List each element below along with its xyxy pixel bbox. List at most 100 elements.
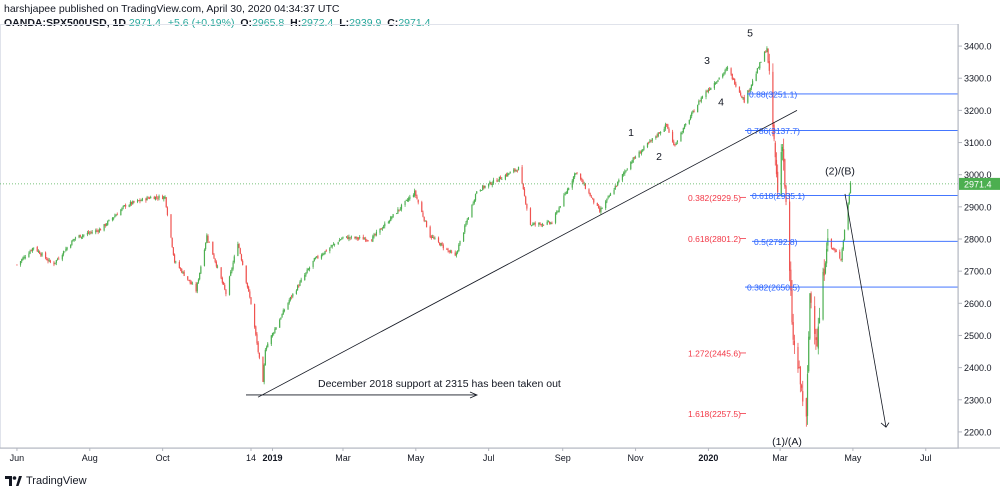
candle-body	[324, 250, 326, 254]
candle-body	[212, 241, 214, 255]
candle-body	[785, 186, 787, 202]
candle-body	[648, 142, 650, 144]
candle-body	[316, 256, 318, 258]
candle-body	[563, 195, 565, 207]
candle-body	[181, 269, 183, 273]
y-tick-label: 3000.0	[964, 170, 992, 180]
x-tick-label: Aug	[82, 453, 98, 463]
candle-body	[615, 185, 618, 187]
candle-body	[777, 171, 779, 193]
candle-body	[104, 223, 106, 226]
candle-body	[742, 97, 744, 99]
candle-body	[405, 199, 407, 201]
candle-body	[731, 73, 733, 80]
candle-body	[800, 385, 803, 388]
candle-body	[833, 248, 835, 250]
y-tick-label: 2300.0	[964, 395, 992, 405]
candle-body	[723, 72, 725, 75]
candle-body	[675, 142, 677, 145]
fib-level-label: 0.382(2650.5)	[747, 283, 800, 293]
candle-body	[329, 247, 331, 252]
candle-body	[96, 230, 98, 232]
wave-label: (1)/(A)	[772, 436, 802, 448]
candle-body	[749, 88, 751, 92]
candle-body	[354, 236, 356, 239]
candle-body	[231, 268, 233, 272]
candle-body	[73, 238, 75, 240]
candle-body	[599, 207, 601, 212]
close-value: 2971.4	[398, 17, 431, 29]
candle-body	[132, 201, 134, 205]
candle-body	[399, 208, 401, 210]
candle-body	[195, 284, 197, 292]
candle-body	[197, 279, 200, 283]
candle-body	[565, 192, 567, 194]
candle-body	[295, 290, 297, 294]
candle-body	[16, 264, 18, 266]
candle-body	[148, 198, 151, 199]
candle-body	[172, 247, 174, 255]
candle-body	[208, 241, 210, 243]
candle-body	[239, 248, 241, 254]
candle-body	[249, 291, 251, 298]
candle-body	[29, 251, 31, 254]
candle-body	[245, 265, 247, 283]
candle-body	[145, 198, 147, 201]
candle-body	[465, 223, 467, 226]
candle-body	[183, 271, 185, 276]
candle-body	[781, 147, 784, 152]
candle-body	[773, 124, 775, 140]
candle-body	[365, 238, 367, 241]
candle-body	[125, 204, 127, 207]
candle-body	[631, 161, 633, 163]
candle-body	[349, 237, 351, 239]
candle-body	[634, 157, 637, 159]
candle-body	[768, 61, 770, 71]
candle-body	[823, 269, 825, 276]
candle-body	[320, 255, 323, 259]
candle-body	[256, 334, 258, 344]
candle-body	[298, 285, 300, 287]
candle-body	[666, 124, 668, 125]
candle-body	[36, 247, 38, 252]
candle-body	[529, 208, 532, 225]
candle-body	[822, 271, 824, 320]
candle-body	[140, 200, 142, 202]
candle-body	[264, 349, 266, 366]
candle-body	[774, 142, 776, 158]
candle-body	[271, 333, 274, 337]
candle-body	[331, 245, 333, 247]
candle-body	[671, 131, 674, 142]
candle-body	[451, 251, 453, 253]
x-tick-label: Sep	[555, 453, 571, 463]
candle-body	[355, 236, 357, 239]
fib-level-label: 0.786(3137.7)	[747, 126, 800, 136]
candle-body	[462, 232, 465, 242]
candle-body	[165, 197, 167, 208]
candle-body	[568, 188, 570, 190]
candle-body	[539, 222, 541, 224]
candle-body	[220, 267, 222, 279]
candle-body	[650, 140, 652, 141]
fib-level-label: 0.88(3251.1)	[749, 89, 797, 99]
candle-body	[139, 199, 141, 202]
candle-body	[575, 173, 577, 174]
candle-body	[574, 173, 576, 178]
candle-body	[242, 260, 244, 266]
candle-body	[136, 200, 139, 202]
candle-body	[613, 189, 615, 194]
candle-body	[199, 272, 201, 280]
candle-body	[97, 230, 99, 232]
axes: 3400.0 3300.0 3200.0 3100.0 3000.0 2900.0 2800…	[0, 24, 1000, 463]
candle-body	[375, 231, 378, 236]
candle-body	[48, 259, 50, 261]
candle-body	[505, 174, 508, 176]
candle-body	[191, 283, 194, 285]
candle-body	[532, 223, 534, 226]
candle-body	[417, 199, 419, 203]
candle-body	[79, 234, 81, 238]
candle-body	[440, 243, 442, 246]
candle-body	[716, 82, 718, 84]
